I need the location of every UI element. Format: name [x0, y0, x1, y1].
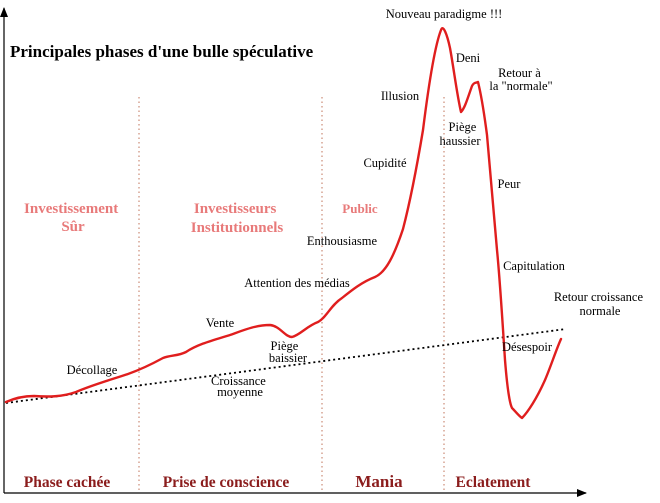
chart-title: Principales phases d'une bulle spéculati… — [10, 42, 314, 61]
bubble-curve — [4, 27, 563, 420]
phase-2-mid-label: Investisseurs Institutionnels — [191, 201, 284, 236]
annotation-vente: Vente — [206, 316, 235, 330]
annotation-deni: Deni — [456, 51, 481, 65]
annotation-cupidite: Cupidité — [363, 156, 407, 170]
annotation-piege-haussier: Piège haussier — [440, 120, 482, 148]
annotation-decollage: Décollage — [67, 363, 118, 377]
annotation-enthousiasme: Enthousiasme — [307, 234, 378, 248]
annotation-piege-baissier: Piège baissier — [269, 339, 308, 365]
phase-4-bottom-label: Eclatement — [456, 474, 532, 491]
annotation-illusion: Illusion — [381, 89, 420, 103]
phase-3-mid-label: Public — [342, 201, 378, 216]
annotation-retour-croissance: Retour croissance normale — [554, 290, 646, 318]
phase-1-bottom-label: Phase cachée — [24, 474, 111, 491]
annotation-capitulation: Capitulation — [503, 259, 566, 273]
annotation-peur: Peur — [498, 177, 522, 191]
annotation-retour-normale: Retour à la "normale" — [489, 66, 552, 93]
annotation-croissance-moyenne: Croissance moyenne — [211, 374, 269, 399]
trend-line — [5, 328, 567, 404]
annotation-attention-medias: Attention des médias — [244, 276, 350, 290]
phase-2-bottom-label: Prise de conscience — [163, 474, 290, 491]
phase-3-bottom-label: Mania — [355, 472, 403, 491]
phase-1-mid-label: Investissement Sûr — [24, 201, 122, 235]
annotation-nouveau-paradigme: Nouveau paradigme !!! — [386, 7, 503, 21]
annotation-desespoir: Désespoir — [502, 340, 553, 354]
